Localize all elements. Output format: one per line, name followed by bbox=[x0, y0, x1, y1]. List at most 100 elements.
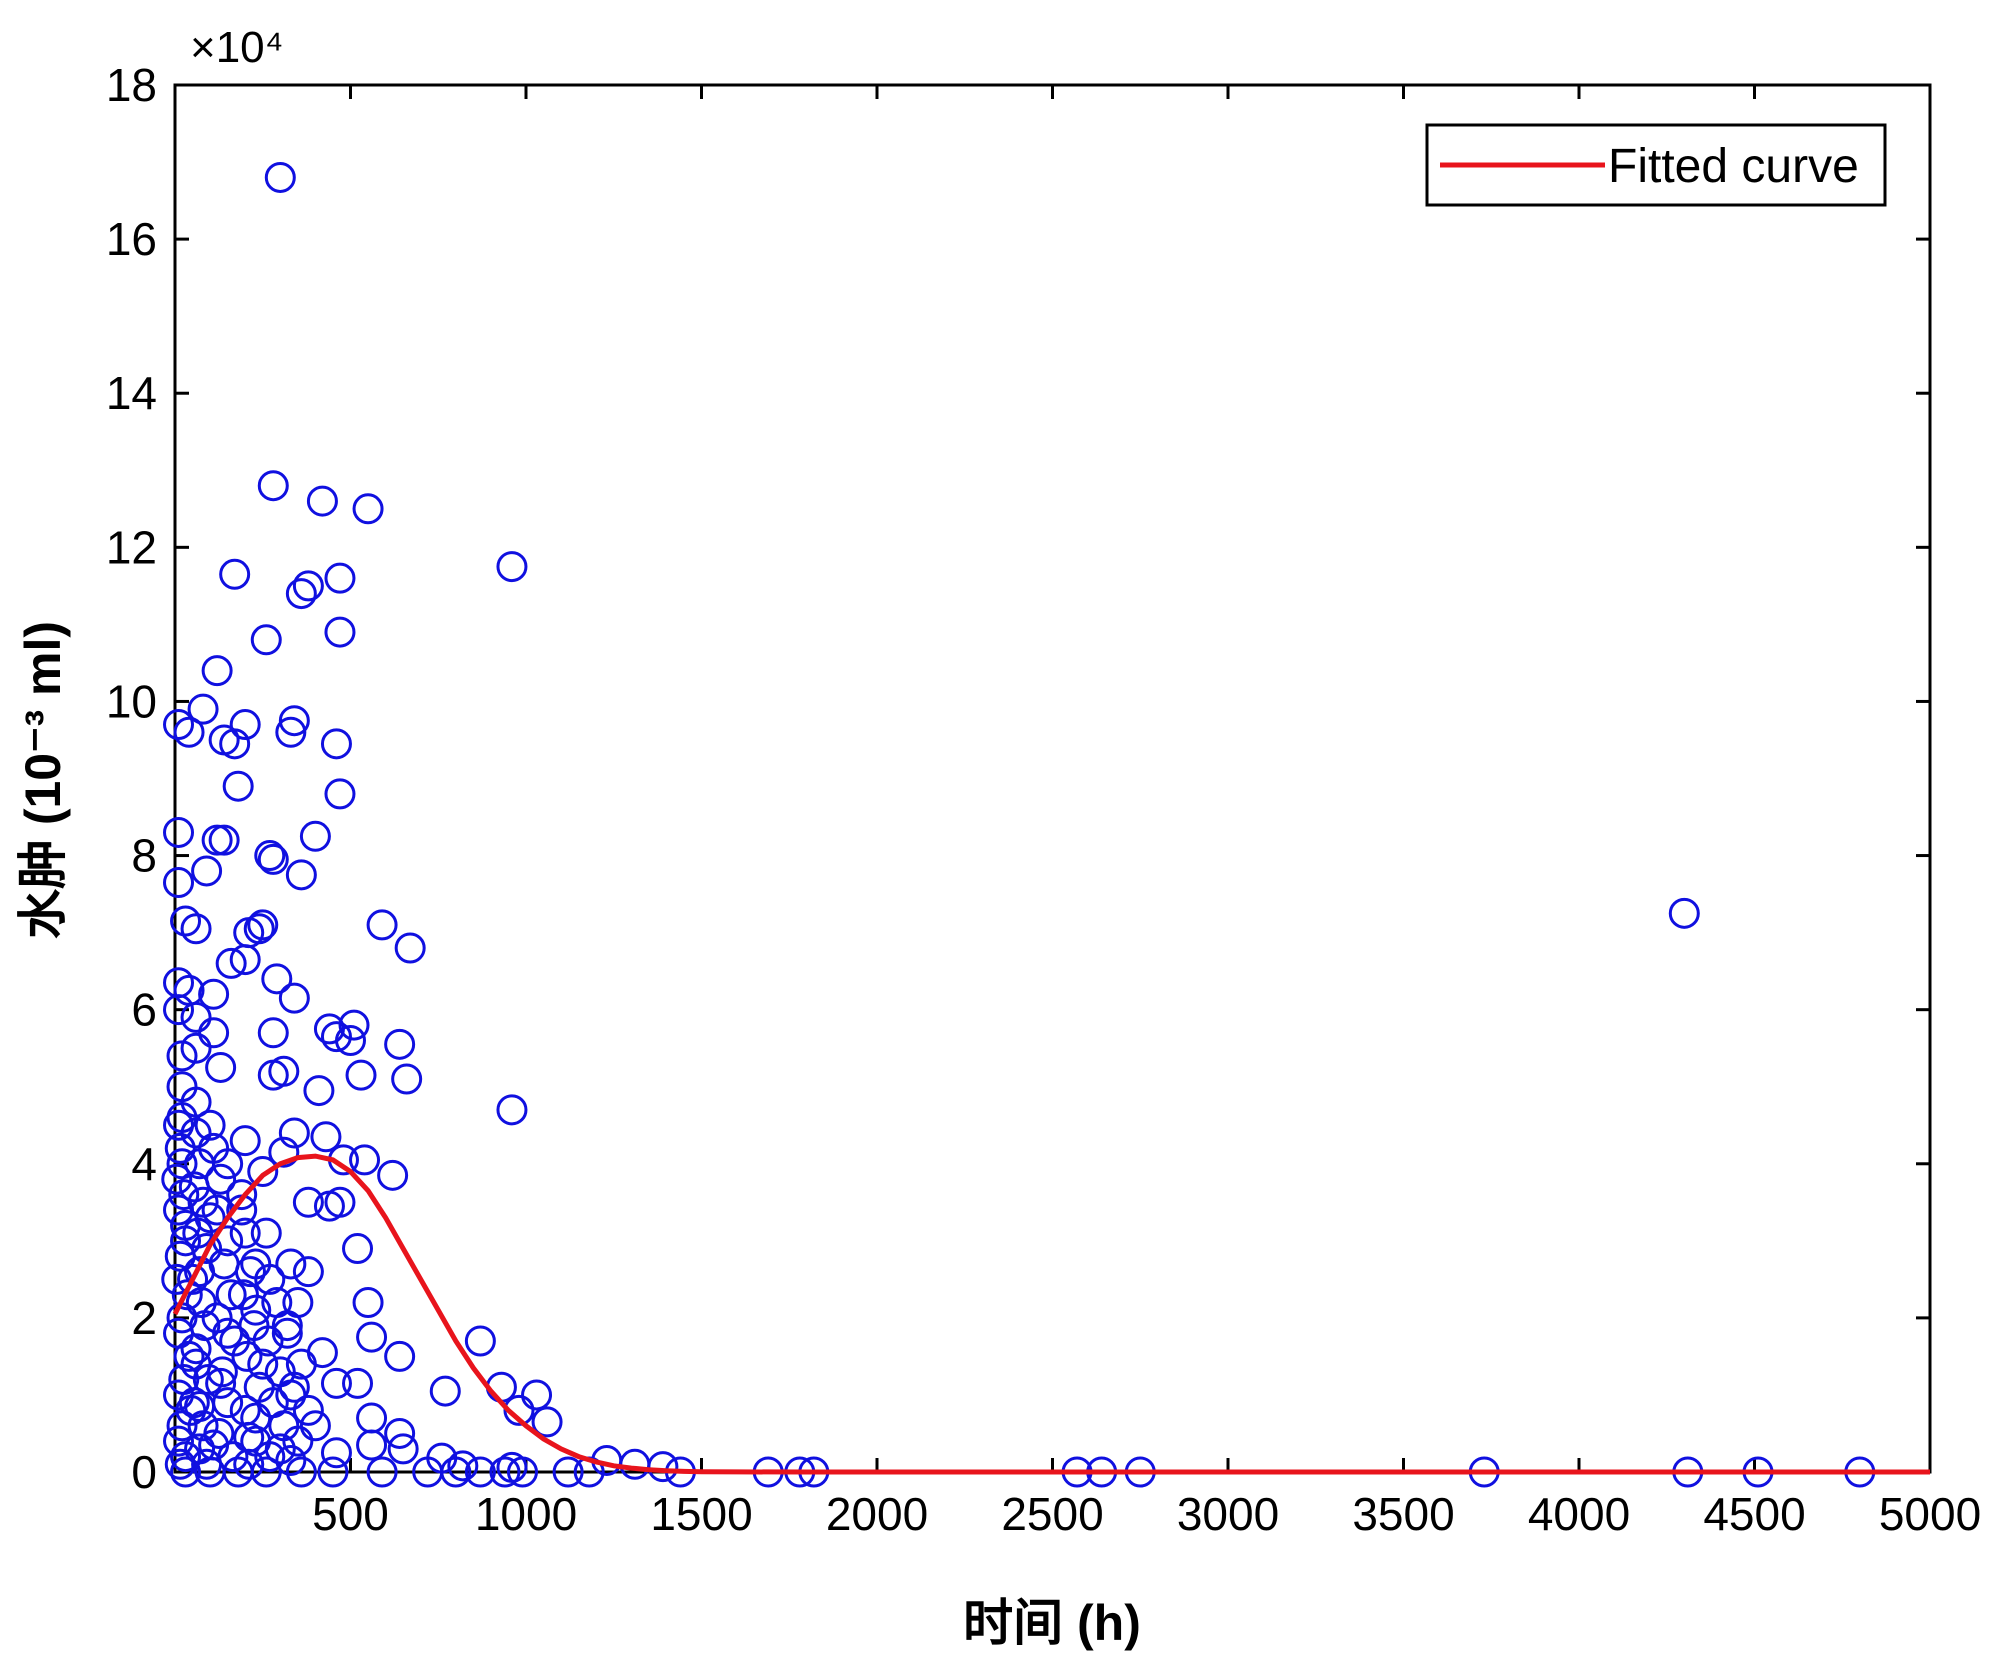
data-point bbox=[352, 1286, 384, 1318]
data-point bbox=[231, 1340, 263, 1372]
x-tick-label: 3500 bbox=[1352, 1488, 1454, 1540]
data-point bbox=[201, 655, 233, 687]
data-point bbox=[264, 161, 296, 193]
data-point bbox=[187, 1410, 219, 1442]
data-point bbox=[261, 963, 293, 995]
data-point bbox=[217, 1441, 249, 1473]
data-point bbox=[222, 770, 254, 802]
data-point bbox=[254, 840, 286, 872]
data-point bbox=[320, 1437, 352, 1469]
data-point bbox=[208, 824, 240, 856]
x-axis-label: 时间 (h) bbox=[963, 1595, 1141, 1651]
data-point bbox=[447, 1450, 479, 1482]
data-point bbox=[275, 716, 307, 748]
data-point bbox=[163, 816, 195, 848]
data-point bbox=[303, 1075, 335, 1107]
data-point bbox=[163, 709, 195, 741]
data-point bbox=[187, 693, 219, 725]
y-tick-label: 2 bbox=[131, 1292, 157, 1344]
y-axis-label: 水肿 (10⁻³ ml) bbox=[15, 621, 71, 939]
data-point bbox=[384, 1417, 416, 1449]
data-point bbox=[377, 1159, 409, 1191]
data-point bbox=[173, 716, 205, 748]
data-point bbox=[201, 1302, 233, 1334]
data-point bbox=[163, 1425, 195, 1457]
data-point bbox=[219, 558, 251, 590]
data-point bbox=[384, 1340, 416, 1372]
x-tick-label: 3000 bbox=[1177, 1488, 1279, 1540]
data-point bbox=[234, 1256, 266, 1288]
data-point bbox=[240, 1402, 272, 1434]
data-point bbox=[384, 1028, 416, 1060]
data-point bbox=[226, 1179, 258, 1211]
data-point bbox=[306, 485, 338, 517]
data-point bbox=[496, 1094, 528, 1126]
data-point bbox=[320, 728, 352, 760]
data-point bbox=[185, 1286, 217, 1318]
data-point bbox=[163, 994, 195, 1026]
data-point bbox=[503, 1394, 535, 1426]
data-point bbox=[275, 1444, 307, 1476]
data-point bbox=[299, 820, 331, 852]
data-point bbox=[299, 1410, 331, 1442]
y-tick-label: 10 bbox=[106, 675, 157, 727]
data-point bbox=[205, 1163, 237, 1195]
x-tick-label: 2000 bbox=[826, 1488, 928, 1540]
data-point bbox=[254, 1441, 286, 1473]
data-point bbox=[206, 1356, 238, 1388]
data-point bbox=[168, 1179, 200, 1211]
data-point bbox=[292, 1256, 324, 1288]
data-point bbox=[464, 1325, 496, 1357]
data-point bbox=[219, 728, 251, 760]
data-point bbox=[182, 1217, 214, 1249]
data-point bbox=[366, 909, 398, 941]
data-point bbox=[227, 1279, 259, 1311]
data-point bbox=[257, 1017, 289, 1049]
data-point bbox=[278, 1371, 310, 1403]
y-tick-label: 6 bbox=[131, 984, 157, 1036]
data-point bbox=[324, 1186, 356, 1218]
data-point bbox=[229, 944, 261, 976]
data-point bbox=[324, 778, 356, 810]
tick-labels: 500 1000 1500 2000 2500 3000 3500 4000 4500 5000 0… bbox=[106, 59, 1981, 1540]
data-point bbox=[335, 1024, 366, 1056]
y-tick-label: 0 bbox=[131, 1446, 157, 1498]
data-point bbox=[163, 867, 195, 899]
data-point bbox=[1668, 897, 1700, 929]
data-point bbox=[250, 624, 282, 656]
x-tick-label: 4500 bbox=[1703, 1488, 1805, 1540]
x-tick-label: 500 bbox=[312, 1488, 389, 1540]
data-point bbox=[412, 1456, 444, 1488]
data-point bbox=[229, 1125, 261, 1157]
y-tick-label: 8 bbox=[131, 830, 157, 882]
data-point bbox=[342, 1233, 374, 1265]
data-point bbox=[352, 493, 384, 525]
data-point bbox=[268, 1136, 300, 1168]
data-point bbox=[356, 1321, 388, 1353]
data-point bbox=[464, 1456, 496, 1488]
data-point bbox=[489, 1456, 521, 1488]
data-point bbox=[191, 855, 223, 887]
data-point bbox=[198, 978, 230, 1010]
data-point bbox=[180, 1117, 212, 1149]
data-point bbox=[285, 578, 317, 610]
data-point bbox=[198, 1017, 230, 1049]
data-point bbox=[257, 843, 289, 875]
data-point bbox=[257, 470, 289, 502]
axis-ticks bbox=[175, 83, 1932, 1474]
x-tick-label: 1000 bbox=[475, 1488, 577, 1540]
data-point bbox=[247, 1155, 279, 1187]
y-tick-label: 4 bbox=[131, 1138, 157, 1190]
data-point bbox=[163, 1379, 195, 1411]
data-point bbox=[233, 1448, 265, 1480]
data-point bbox=[282, 1425, 314, 1457]
data-point bbox=[285, 1456, 317, 1488]
data-point bbox=[496, 551, 528, 583]
plot-area bbox=[173, 83, 1932, 1474]
data-point bbox=[212, 1387, 244, 1419]
data-point bbox=[282, 1286, 314, 1318]
data-point bbox=[391, 1063, 423, 1095]
data-point bbox=[205, 1051, 237, 1083]
data-point bbox=[338, 1009, 370, 1041]
